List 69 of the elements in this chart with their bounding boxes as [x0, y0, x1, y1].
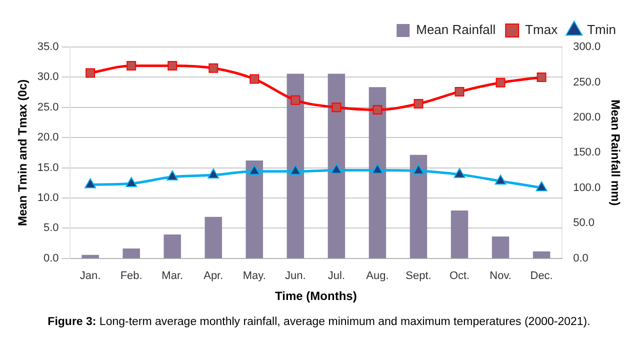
x-tick-label: Oct.	[449, 270, 470, 282]
y2-tick-label: 50.0	[573, 217, 594, 230]
y2-tick-label: 200.0	[573, 112, 601, 124]
point	[86, 68, 96, 78]
bar	[532, 251, 550, 258]
point	[330, 164, 342, 174]
x-tick-label: Jul.	[328, 270, 346, 282]
point	[536, 72, 546, 82]
y-tick-label: 10.0	[37, 192, 59, 204]
legend-label: Tmin	[587, 22, 616, 38]
bar	[328, 74, 346, 258]
bar	[410, 154, 428, 258]
point	[168, 60, 178, 70]
y-tick-label: 20.0	[37, 132, 59, 144]
bar	[492, 236, 510, 258]
point	[494, 174, 506, 185]
point	[372, 105, 382, 115]
legend-label: Tmax	[525, 22, 558, 38]
bar	[286, 74, 304, 258]
y-tick-label: 15.0	[37, 162, 59, 174]
x-tick-label: Feb.	[120, 270, 142, 282]
y2-tick-label: 250.0	[573, 76, 601, 88]
y-tick-label: 35.0	[37, 41, 59, 54]
x-axis-title: Time (Months)	[275, 289, 357, 304]
point	[126, 60, 136, 70]
point	[84, 178, 96, 188]
point	[536, 181, 548, 192]
point	[414, 99, 424, 109]
bar	[368, 87, 386, 258]
y-tick-label: 25.0	[37, 101, 59, 114]
y-axis-title: Mean Tmin and Tmax (0c)	[16, 79, 30, 226]
y2-tick-label: 0.0	[573, 252, 588, 264]
bar	[122, 248, 140, 258]
point	[126, 177, 138, 188]
point	[290, 164, 302, 175]
point	[248, 164, 260, 175]
legend-label: Mean Rainfall	[416, 22, 496, 38]
point	[372, 164, 384, 174]
x-tick-label: Mar.	[162, 270, 184, 282]
y-tick-label: 30.0	[37, 71, 59, 84]
y2-tick-label: 100.0	[573, 182, 601, 194]
bar	[204, 216, 222, 258]
point	[166, 170, 178, 180]
x-tick-label: Apr.	[204, 270, 224, 282]
bar	[164, 234, 181, 258]
point	[454, 168, 466, 178]
point	[496, 78, 506, 88]
point	[290, 95, 300, 105]
y-tick-label: 5.0	[44, 222, 59, 234]
x-tick-label: May.	[242, 270, 266, 282]
x-tick-label: Aug.	[366, 270, 389, 282]
bar	[450, 210, 468, 258]
y2-tick-label: 150.0	[573, 146, 601, 159]
point	[412, 164, 424, 174]
caption: Figure 3: Long-term average monthly rainfall, average minimum and maximum temperatures (2000-2021).	[48, 316, 590, 328]
x-tick-label: Jan.	[80, 270, 101, 282]
y2-axis-title: Mean Rainfall mm)	[608, 100, 622, 206]
x-tick-label: Dec.	[530, 270, 553, 282]
point	[454, 86, 464, 96]
y2-tick-label: 300.0	[573, 41, 601, 54]
x-tick-label: Nov.	[490, 270, 512, 282]
y-tick-label: 0.0	[44, 252, 59, 264]
bar	[246, 160, 264, 258]
point	[208, 63, 218, 73]
point	[208, 168, 220, 179]
x-tick-label: Jun.	[285, 270, 306, 282]
point	[250, 74, 260, 84]
x-tick-label: Sept.	[406, 270, 432, 282]
point	[332, 102, 342, 112]
